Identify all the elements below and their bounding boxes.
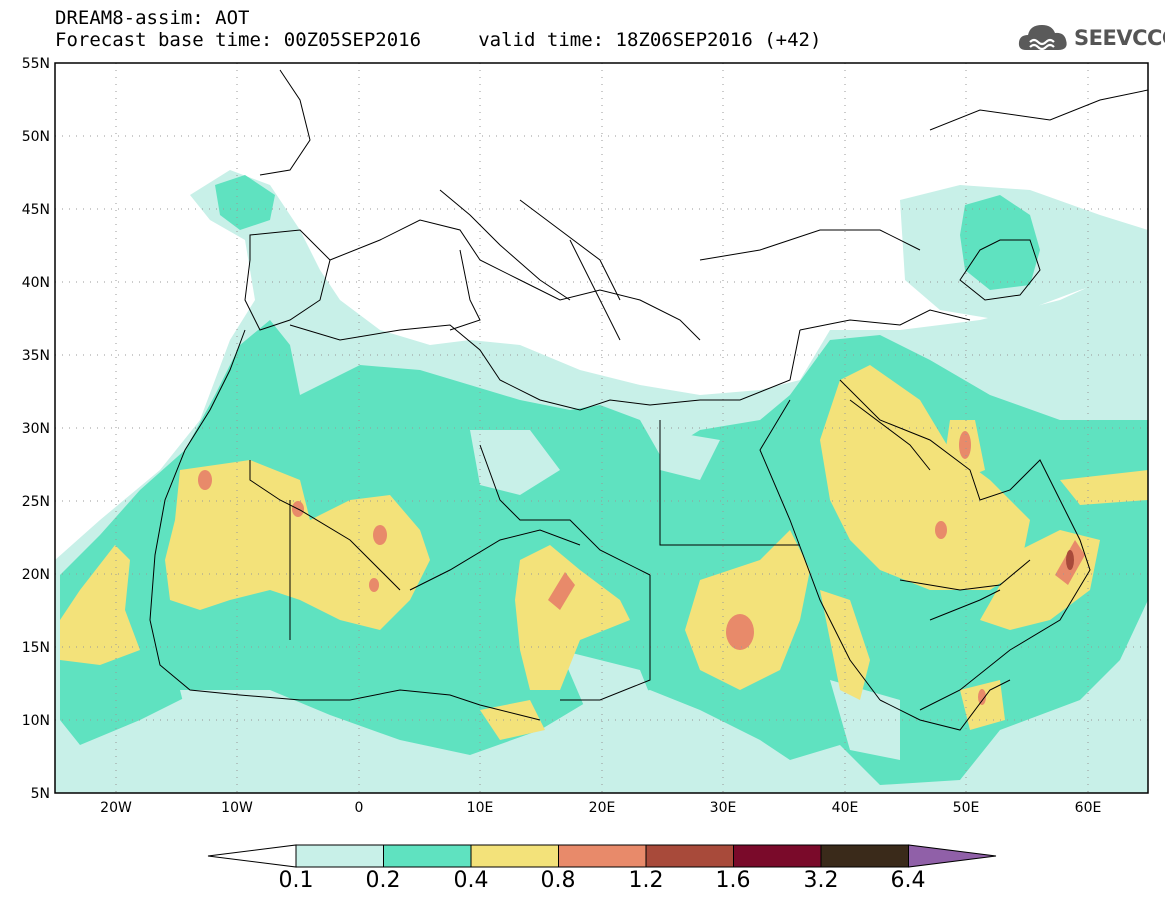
aot-fields [55, 63, 1148, 793]
colorbar-label: 1.2 [628, 868, 664, 893]
forecast-times: Forecast base time: 00Z05SEP2016 valid t… [55, 29, 822, 51]
colorbar-segment [383, 844, 472, 868]
aot-band-1-2 [1066, 550, 1074, 570]
map-title: DREAM8-assim: AOT [55, 7, 250, 29]
lat-label: 25N [22, 494, 50, 510]
lon-label: 0 [355, 800, 364, 816]
lat-label: 50N [22, 129, 50, 145]
lat-label: 45N [22, 202, 50, 218]
lon-label: 10W [221, 800, 253, 816]
lon-label: 10E [467, 800, 494, 816]
coastlines [149, 69, 1148, 731]
colorbar-segment [733, 844, 822, 868]
colorbar-arrow-low [207, 844, 297, 868]
colorbar-label: 0.8 [540, 868, 576, 893]
lat-label: 40N [22, 275, 50, 291]
colorbar-segment [558, 844, 647, 868]
lat-label: 55N [22, 56, 50, 72]
colorbar-label: 0.1 [278, 868, 314, 893]
lat-label: 30N [22, 421, 50, 437]
colorbar [207, 844, 997, 868]
lon-label: 30E [710, 800, 737, 816]
latitude-labels: 55N 50N 45N 40N 35N 30N 25N 20N 15N 10N … [22, 56, 50, 802]
lat-label: 5N [31, 786, 50, 802]
colorbar-label: 3.2 [803, 868, 839, 893]
lat-label: 20N [22, 567, 50, 583]
colorbar-segment [820, 844, 909, 868]
colorbar-label: 0.2 [365, 868, 401, 893]
colorbar-label: 6.4 [890, 868, 926, 893]
lat-label: 10N [22, 713, 50, 729]
colorbar-arrow-high [908, 844, 997, 868]
longitude-labels: 20W 10W 0 10E 20E 30E 40E 50E 60E [100, 800, 1101, 816]
lat-label: 15N [22, 640, 50, 656]
colorbar-label: 1.6 [715, 868, 751, 893]
lon-label: 20W [100, 800, 132, 816]
cloud-icon [1018, 25, 1067, 51]
seevccc-logo: SEEVCCC [1018, 20, 1165, 56]
graticule [55, 63, 1148, 793]
lat-label: 35N [22, 348, 50, 364]
lon-label: 20E [589, 800, 616, 816]
lon-label: 60E [1075, 800, 1102, 816]
map-frame [54, 62, 1149, 794]
colorbar-label: 0.4 [453, 868, 489, 893]
lon-label: 50E [953, 800, 980, 816]
colorbar-segment [470, 844, 559, 868]
lon-label: 40E [832, 800, 859, 816]
colorbar-segment [295, 844, 384, 868]
logo-text: SEEVCCC [1074, 26, 1165, 50]
colorbar-segment [645, 844, 734, 868]
